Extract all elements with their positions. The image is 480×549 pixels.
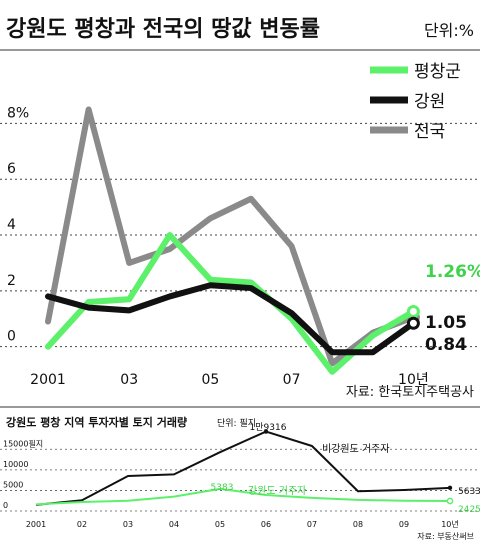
- source-label-top: 자료: 한국토지주택공사: [346, 385, 474, 400]
- marker-end-black: [447, 485, 453, 491]
- series-line-1: [45, 282, 417, 356]
- y-tick-label-4: 8%: [7, 105, 29, 121]
- bottom-x-tick-label-06: 06: [261, 520, 271, 529]
- bottom-y-tick-label-1: 5000: [3, 480, 23, 489]
- marker-end-green: [446, 497, 454, 505]
- series-label-gangwon: 강원도 거주자: [248, 485, 306, 497]
- x-tick-label-3: 07: [283, 372, 301, 388]
- bottom-y-tick-label-0: 0: [3, 501, 8, 510]
- series-lines-top: [45, 106, 420, 375]
- x-tick-labels-bottom: 2001 02 03 04 05 06 07 08 09 10년: [26, 519, 459, 529]
- series-lines-bottom: [35, 429, 454, 506]
- bottom-series-line-1: [35, 487, 451, 506]
- point-label-end-green: 2425: [458, 505, 480, 515]
- series-label-non-gangwon: 비강원도 거주자: [322, 443, 390, 455]
- legend-label-gangwon: 강원: [414, 92, 445, 112]
- bottom-x-tick-label-09: 09: [399, 520, 409, 529]
- chart-title: 강원도 평창과 전국의 땅값 변동률: [6, 17, 320, 42]
- series-line-2: [45, 106, 417, 367]
- y-tick-labels-bottom: 0 5000 10000 15000필지: [3, 438, 43, 510]
- bottom-x-tick-label-04: 04: [169, 520, 179, 529]
- bottom-x-tick-label-10-: 10년: [441, 519, 459, 529]
- point-label-peak: 1만9316: [250, 422, 287, 433]
- y-tick-labels-top: 0 2 4 6 8%: [7, 105, 29, 344]
- bottom-x-tick-label-07: 07: [307, 520, 317, 529]
- legend-label-pyeongchang: 평창군: [414, 62, 461, 82]
- y-tick-label-1: 2: [7, 273, 16, 289]
- point-label-end-black: 5633: [458, 487, 480, 497]
- bottom-chart-title: 강원도 평창 지역 투자자별 토지 거래량: [6, 415, 187, 429]
- bottom-y-tick-label-2: 10000: [3, 460, 28, 469]
- y-tick-label-2: 4: [7, 217, 16, 233]
- bottom-x-tick-label-2001: 2001: [26, 520, 46, 529]
- marker-peak: [263, 429, 269, 434]
- bottom-x-tick-label-08: 08: [353, 520, 363, 529]
- x-tick-label-1: 03: [120, 372, 138, 388]
- x-tick-label-0: 2001: [30, 372, 66, 388]
- gridlines-top: [0, 122, 480, 348]
- end-label-national: 1.05: [425, 313, 467, 333]
- end-label-gangwon: 0.84: [425, 335, 467, 355]
- y-tick-label-3: 6: [7, 161, 16, 177]
- point-label-ridge: 5383: [211, 483, 234, 493]
- bottom-x-tick-label-03: 03: [123, 520, 133, 529]
- bottom-x-tick-label-02: 02: [77, 520, 87, 529]
- endpoint-marker-0: [406, 305, 420, 319]
- legend: 평창군 강원 전국: [370, 62, 461, 142]
- legend-label-national: 전국: [414, 122, 445, 142]
- y-tick-label-0: 0: [7, 329, 16, 345]
- unit-label: 단위:%: [424, 21, 474, 40]
- bottom-x-tick-label-05: 05: [215, 520, 225, 529]
- x-tick-label-4: 10년: [398, 372, 429, 388]
- bottom-y-tick-label-3: 15000필지: [3, 438, 43, 448]
- bottom-series-line-0: [35, 430, 451, 506]
- source-label-bottom: 자료: 부동산써브: [417, 531, 474, 541]
- x-tick-labels-top: 2001 03 05 07 10년: [30, 372, 429, 388]
- bottom-unit-label: 단위: 필지: [217, 417, 256, 429]
- endpoint-marker-1: [406, 316, 420, 330]
- end-label-pyeongchang: 1.26%: [425, 262, 480, 282]
- x-tick-label-2: 05: [201, 372, 219, 388]
